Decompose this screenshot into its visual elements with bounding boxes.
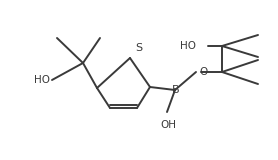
Text: OH: OH: [160, 120, 176, 130]
Text: O: O: [199, 67, 207, 77]
Text: HO: HO: [180, 41, 196, 51]
Text: HO: HO: [34, 75, 50, 85]
Text: B: B: [172, 85, 180, 95]
Text: S: S: [135, 43, 142, 53]
